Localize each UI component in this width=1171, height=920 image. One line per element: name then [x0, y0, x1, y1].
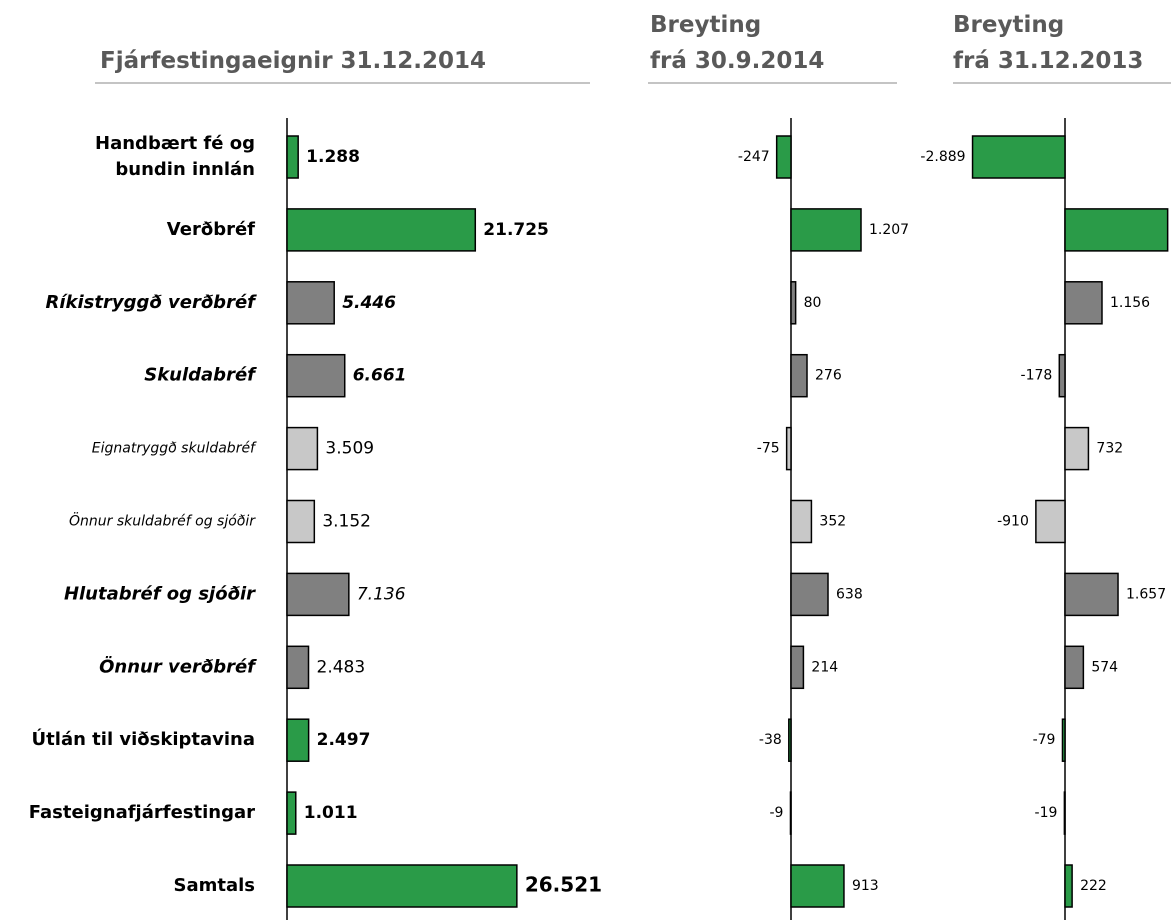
value-label: 1.288 [306, 147, 360, 167]
bar [789, 791, 792, 835]
bar [790, 645, 805, 690]
bar [1064, 281, 1103, 325]
value-label: 1.011 [304, 803, 358, 823]
category-label: Eignatryggð skuldabréf [92, 441, 257, 457]
category-label: Handbært fé og [95, 133, 255, 154]
value-label: 26.521 [525, 873, 602, 897]
bar [286, 718, 310, 762]
value-label: 2.483 [317, 657, 366, 677]
category-label: Fasteignafjárfestingar [29, 802, 255, 823]
value-label: 1.657 [1126, 586, 1166, 602]
value-label: 5.446 [342, 293, 396, 313]
panel-title: frá 31.12.2013 [953, 48, 1143, 74]
bar [1061, 718, 1066, 762]
panel-title: Breyting [953, 12, 1064, 38]
value-label: -19 [1035, 805, 1058, 821]
bar [286, 353, 346, 398]
value-label: -2.889 [920, 149, 965, 165]
bar [286, 645, 310, 690]
bar [1064, 426, 1090, 471]
bar [790, 281, 797, 325]
bar [790, 499, 813, 544]
value-label: -9 [770, 805, 784, 821]
bar [286, 864, 518, 908]
panel-title: Breyting [650, 12, 761, 38]
bar [286, 499, 316, 544]
bar [286, 135, 299, 179]
value-label: 574 [1091, 659, 1118, 675]
bar [790, 572, 829, 617]
value-label: -247 [738, 149, 770, 165]
category-label: Samtals [173, 875, 255, 896]
value-label: 214 [811, 659, 838, 675]
value-label: 3.509 [325, 439, 374, 459]
value-label: -79 [1033, 732, 1056, 748]
category-label: Skuldabréf [144, 365, 257, 386]
value-label: -178 [1021, 368, 1053, 384]
value-label: 638 [836, 586, 863, 602]
category-label: bundin innlán [115, 159, 255, 180]
bar [1064, 864, 1073, 908]
bar [971, 135, 1066, 179]
bar [286, 572, 350, 617]
bar [1063, 791, 1066, 835]
value-label: 222 [1080, 878, 1107, 894]
bar [790, 353, 808, 398]
value-label: 6.661 [353, 366, 407, 386]
bar [1058, 353, 1066, 398]
value-label: 21.725 [483, 220, 549, 240]
bar [1064, 645, 1085, 690]
value-label: 276 [815, 368, 842, 384]
bar [286, 791, 297, 835]
value-label: 1.207 [869, 222, 909, 238]
bar [1035, 499, 1066, 544]
value-label: 913 [852, 878, 879, 894]
category-label: Önnur skuldabréf og sjóðir [69, 512, 256, 530]
category-label: Önnur verðbréf [99, 655, 257, 677]
value-label: 80 [804, 295, 822, 311]
panel-title: Fjárfestingaeignir 31.12.2014 [100, 48, 486, 74]
bar [286, 208, 477, 252]
bar [1064, 572, 1119, 617]
bar [286, 281, 335, 325]
value-label: -910 [997, 514, 1029, 530]
bar [1064, 208, 1169, 252]
bar [790, 864, 845, 908]
value-label: 732 [1096, 441, 1123, 457]
bar [286, 426, 319, 471]
category-label: Útlán til viðskiptavina [32, 728, 255, 750]
value-label: 7.136 [357, 584, 406, 604]
bar [775, 135, 792, 179]
panel-title: frá 30.9.2014 [650, 48, 824, 74]
value-label: 2.497 [317, 730, 371, 750]
value-label: 352 [819, 514, 846, 530]
category-label: Hlutabréf og sjóðir [64, 583, 256, 604]
category-label: Verðbréf [167, 219, 255, 240]
value-label: 1.156 [1110, 295, 1150, 311]
bar [785, 426, 792, 471]
value-label: 3.152 [322, 512, 371, 532]
bar [790, 208, 862, 252]
bar [788, 718, 792, 762]
value-label: -75 [757, 441, 780, 457]
category-label: Ríkistryggð verðbréf [46, 292, 258, 313]
value-label: -38 [759, 732, 782, 748]
